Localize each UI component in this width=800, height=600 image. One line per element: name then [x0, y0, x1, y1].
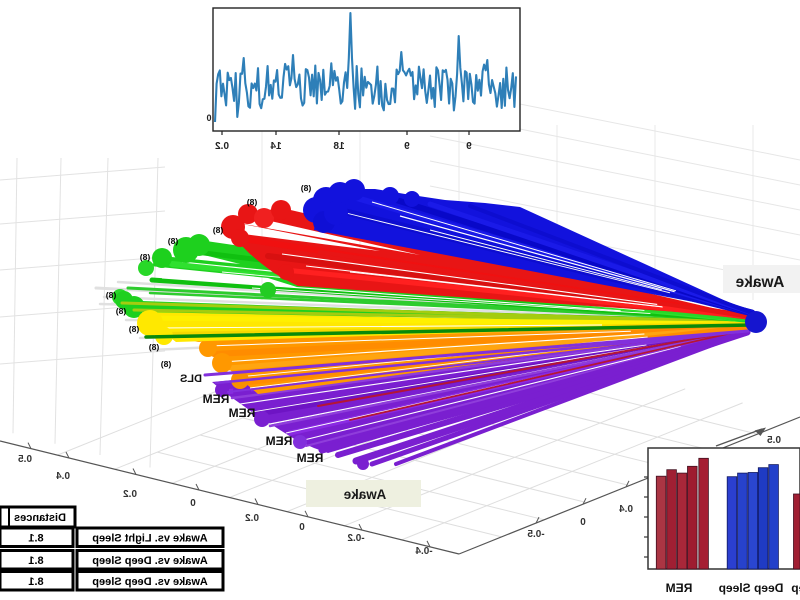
svg-text:(8): (8): [247, 197, 258, 207]
svg-text:Awake vs. Deep Sleep: Awake vs. Deep Sleep: [92, 576, 208, 588]
svg-text:0.4: 0.4: [56, 471, 70, 482]
svg-text:-0.5: -0.5: [527, 529, 545, 540]
svg-text:8.1: 8.1: [28, 576, 43, 588]
svg-text:0.5: 0.5: [767, 435, 781, 446]
svg-text:REM: REM: [666, 581, 693, 595]
svg-text:(8): (8): [168, 236, 179, 246]
svg-text:Deep: Deep: [791, 581, 800, 595]
svg-text:(8): (8): [161, 359, 172, 369]
svg-text:(8): (8): [140, 252, 151, 262]
svg-text:0: 0: [580, 517, 586, 528]
svg-text:0: 0: [299, 522, 305, 533]
svg-text:0.5: 0.5: [18, 454, 32, 465]
svg-text:(8): (8): [129, 324, 140, 334]
svg-text:REM: REM: [203, 392, 230, 406]
svg-text:9: 9: [404, 141, 410, 152]
svg-text:0: 0: [190, 498, 196, 509]
svg-text:0.2: 0.2: [123, 489, 137, 500]
svg-text:-0.2: -0.2: [347, 533, 365, 544]
svg-text:(8): (8): [213, 225, 224, 235]
svg-text:9: 9: [466, 141, 472, 152]
svg-text:Awake: Awake: [343, 487, 386, 502]
svg-text:(8): (8): [149, 342, 160, 352]
svg-text:Awake vs. Deep Sleep: Awake vs. Deep Sleep: [92, 555, 208, 567]
svg-text:0.2: 0.2: [245, 513, 259, 524]
svg-text:18: 18: [333, 141, 345, 152]
svg-text:DLS: DLS: [180, 373, 202, 385]
svg-text:Deep Sleep: Deep Sleep: [719, 581, 784, 595]
svg-text:Awake: Awake: [735, 274, 784, 291]
svg-text:0: 0: [206, 113, 211, 123]
svg-text:14: 14: [270, 141, 282, 152]
svg-text:REM: REM: [229, 406, 256, 420]
svg-text:8.1: 8.1: [28, 555, 43, 567]
svg-text:0.2: 0.2: [215, 141, 229, 152]
svg-text:Distances: Distances: [14, 512, 66, 524]
svg-text:-0.4: -0.4: [415, 546, 433, 557]
svg-text:Awake vs. Light Sleep: Awake vs. Light Sleep: [92, 533, 208, 545]
svg-text:REM: REM: [266, 434, 293, 448]
svg-text:REM: REM: [297, 451, 324, 465]
svg-text:(8): (8): [116, 306, 127, 316]
svg-text:8.1: 8.1: [28, 533, 43, 545]
svg-text:0.4: 0.4: [619, 504, 633, 515]
svg-text:(8): (8): [301, 183, 312, 193]
svg-text:(8): (8): [106, 290, 117, 300]
